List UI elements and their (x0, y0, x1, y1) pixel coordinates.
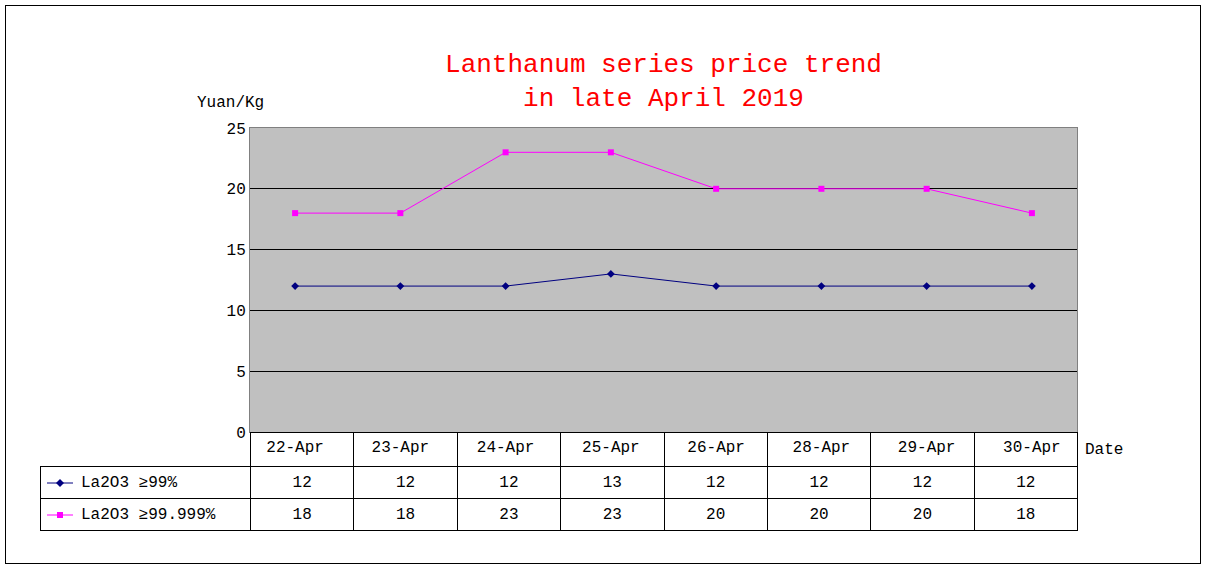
svg-text:30-Apr: 30-Apr (1003, 439, 1061, 457)
html-text:12: 12 (706, 473, 726, 492)
svg-text:22-Apr: 22-Apr (266, 439, 324, 457)
svg-text:29-Apr: 29-Apr (898, 439, 956, 457)
html-text:12: 12 (396, 473, 416, 492)
html-text:12: 12 (1016, 473, 1036, 492)
html-text:12: 12 (912, 473, 932, 492)
html-text:20: 20 (809, 505, 829, 524)
svg-text:Lanthanum series price trendin: Lanthanum series price trendin late Apri… (445, 50, 882, 114)
svg-text:0: 0 (236, 425, 246, 443)
svg-text:5: 5 (236, 364, 246, 382)
html-text:12: 12 (499, 473, 519, 492)
svg-text:10: 10 (227, 303, 246, 321)
svg-text:25: 25 (227, 121, 246, 139)
svg-text:25-Apr: 25-Apr (582, 439, 640, 457)
html-text:23: 23 (602, 505, 622, 524)
html-text:23: 23 (499, 505, 519, 524)
svg-text:Date: Date (1085, 441, 1123, 459)
html-text:20: 20 (912, 505, 932, 524)
svg-text:15: 15 (227, 242, 246, 260)
html-text:La2O3 ≥99%: La2O3 ≥99% (81, 473, 177, 492)
html-text:18: 18 (292, 505, 312, 524)
svg-text:23-Apr: 23-Apr (372, 439, 430, 457)
html-text:La2O3 ≥99.999%: La2O3 ≥99.999% (81, 505, 216, 524)
svg-text:Yuan/Kg: Yuan/Kg (197, 94, 264, 112)
html-text:13: 13 (602, 473, 622, 492)
svg-text:20: 20 (227, 181, 246, 199)
html-text:18: 18 (1016, 505, 1036, 524)
svg-text:28-Apr: 28-Apr (793, 439, 851, 457)
html-text:12: 12 (809, 473, 829, 492)
html-text:20: 20 (706, 505, 726, 524)
svg-text:24-Apr: 24-Apr (477, 439, 535, 457)
svg-text:26-Apr: 26-Apr (687, 439, 745, 457)
html-text:12: 12 (292, 473, 312, 492)
html-text:18: 18 (396, 505, 416, 524)
